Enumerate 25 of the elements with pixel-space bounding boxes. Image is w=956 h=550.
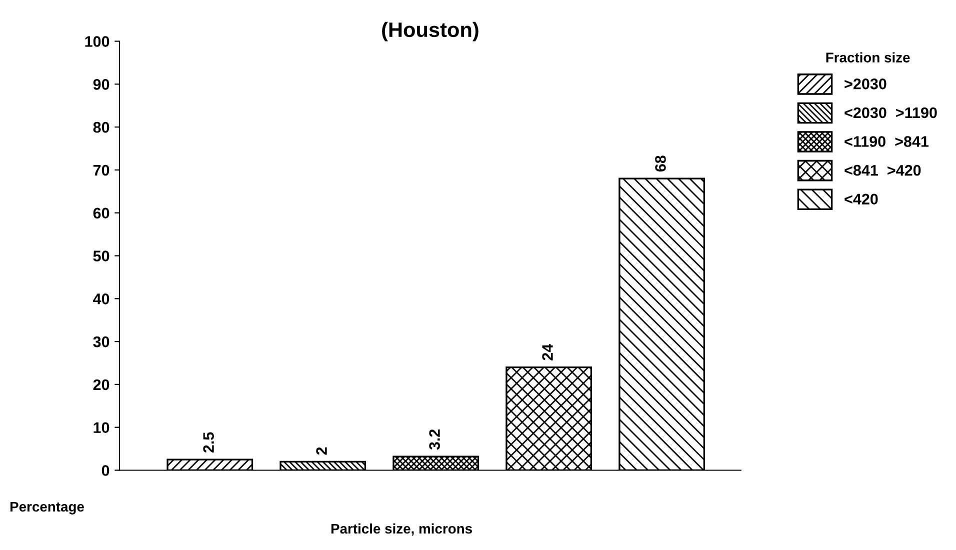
- legend-title: Fraction size: [826, 52, 910, 62]
- legend-label: <2030 >1190: [844, 107, 937, 118]
- legend-label: <841 >420: [844, 164, 921, 176]
- data-label: 3.2: [429, 429, 440, 450]
- y-tick-label: 60: [93, 208, 110, 219]
- data-label: 2.5: [203, 432, 214, 453]
- y-tick-label: 30: [93, 336, 110, 348]
- y-tick-label: 40: [93, 294, 110, 304]
- y-tick-label: 0: [102, 465, 110, 476]
- data-label: 68: [655, 156, 666, 172]
- y-tick-label: 90: [93, 79, 110, 90]
- data-label: 24: [542, 344, 553, 360]
- x-axis-title: Particle size, microns: [331, 523, 472, 536]
- y-tick-label: 50: [93, 250, 110, 262]
- chart-title: (Houston): [382, 22, 478, 42]
- y-axis-title: Percentage: [10, 502, 84, 514]
- legend-label: >2030: [844, 78, 886, 90]
- y-tick-label: 100: [85, 36, 110, 47]
- y-tick-label: 80: [93, 122, 110, 133]
- y-tick-label: 10: [94, 422, 110, 434]
- data-label: 2: [316, 447, 327, 455]
- y-tick-label: 70: [93, 164, 110, 176]
- legend-label: <1190 >841: [844, 136, 929, 147]
- legend-label: <420: [844, 194, 878, 205]
- y-tick-label: 20: [93, 379, 110, 390]
